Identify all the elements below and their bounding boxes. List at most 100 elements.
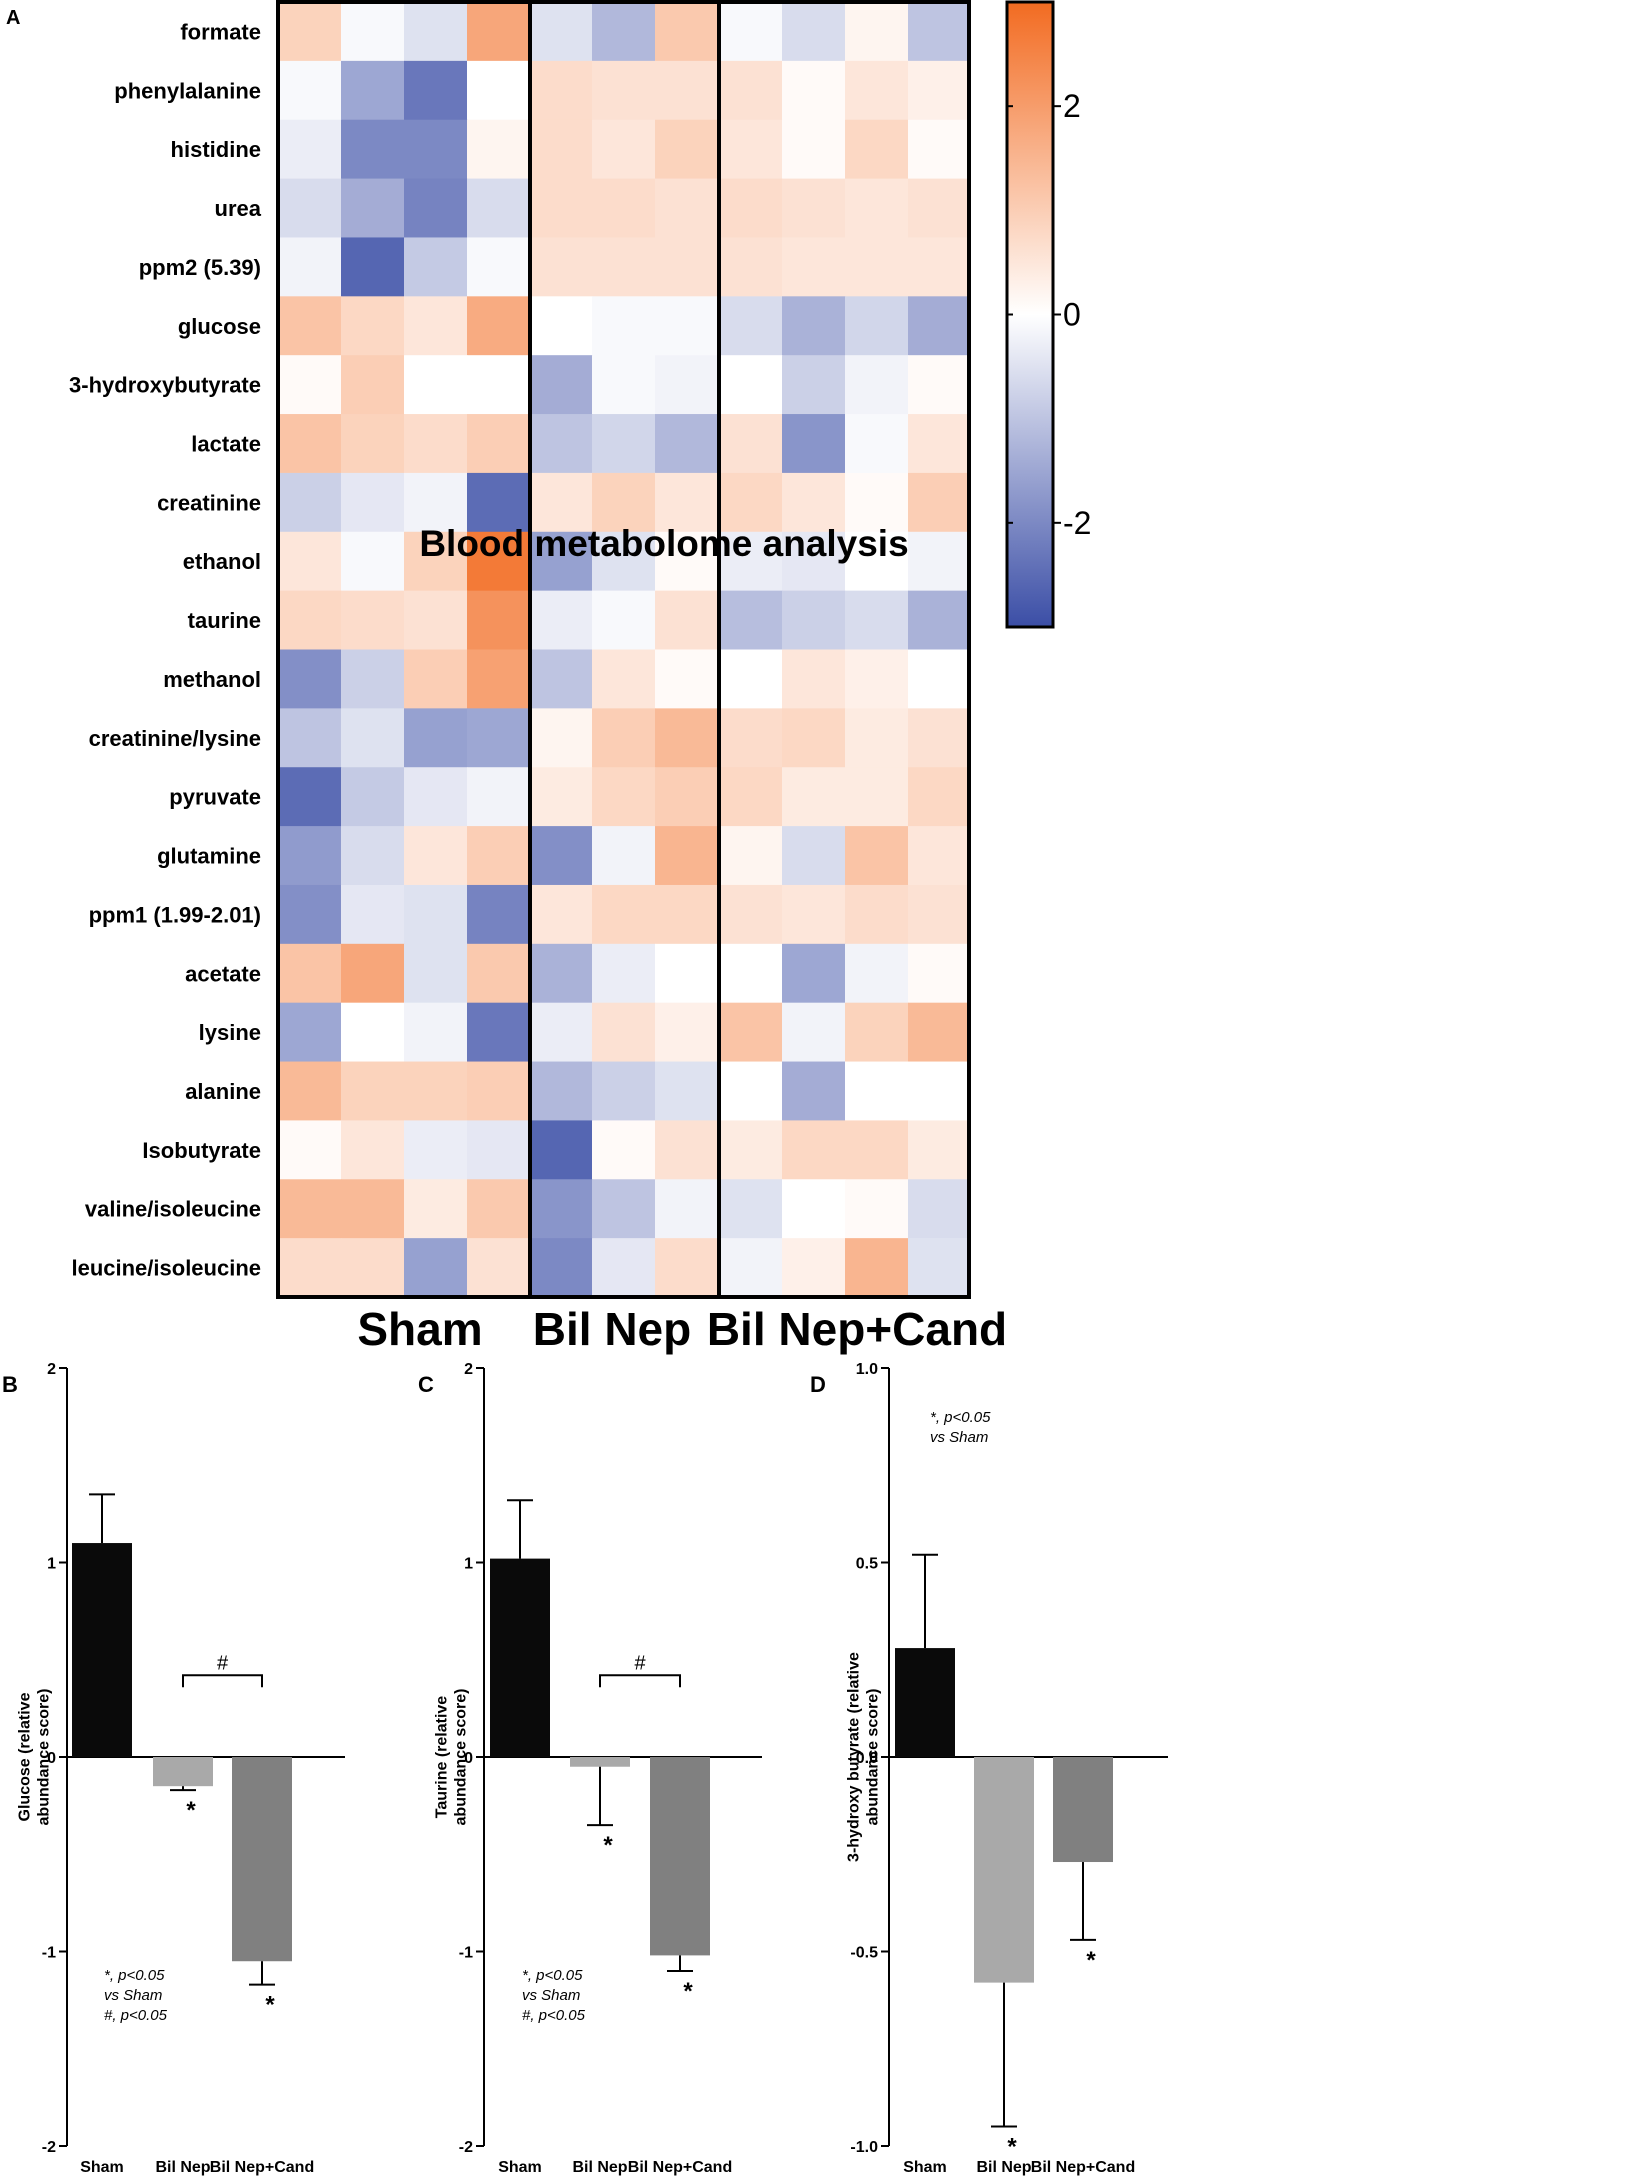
bar-chart-panel: B 2 1 0 -1 -2 Glucose (relative abundance score… (2, 1361, 345, 2176)
heatmap-cell (908, 1061, 970, 1121)
heatmap-cell (592, 1179, 656, 1239)
heatmap-cell (655, 1002, 720, 1063)
heatmap-cell (782, 767, 846, 827)
heatmap-cell (592, 119, 656, 180)
heatmap-row-label: glutamine (157, 844, 261, 869)
heatmap-cell (467, 1238, 531, 1298)
heatmap-row-label: lactate (191, 431, 261, 456)
heatmap-cell (530, 414, 593, 474)
heatmap-cell (908, 237, 970, 297)
heatmap-cell (845, 1120, 909, 1180)
bar-chart-panel: D 1.0 0.5 0.0 -0.5 -1.0 3-hydroxy butyrate (re… (810, 1361, 1168, 2176)
heatmap-cell (530, 1238, 593, 1298)
heatmap-cell (467, 1061, 531, 1121)
heatmap-cell (592, 1120, 656, 1180)
heatmap-cell (341, 531, 405, 592)
heatmap-cell (278, 472, 342, 533)
heatmap-cell (404, 767, 468, 827)
heatmap-cell (782, 1061, 846, 1121)
heatmap-cell (530, 60, 593, 121)
heatmap-cell (845, 296, 909, 356)
heatmap-cell (719, 884, 783, 945)
y-tick-label: 0 (47, 1750, 56, 1767)
heatmap-cell (782, 60, 846, 121)
heatmap-row-label: acetate (185, 961, 261, 986)
y-axis-label-line1: Taurine (relative (433, 1696, 450, 1819)
heatmap-cell (782, 1002, 846, 1063)
heatmap-cell (467, 296, 531, 356)
heatmap-cell (908, 2, 970, 62)
heatmap-cell (404, 826, 468, 886)
panel-label-a: A (6, 7, 20, 29)
heatmap-cell (341, 767, 405, 827)
heatmap-cell (719, 178, 783, 238)
y-axis-label-line1: 3-hydroxy butyrate (relative (845, 1652, 862, 1862)
heatmap-cell (404, 296, 468, 356)
heatmap-cell (278, 767, 342, 827)
heatmap-cell (719, 1061, 783, 1121)
y-tick-label: 0.0 (856, 1750, 878, 1767)
heatmap-cell (278, 178, 342, 238)
heatmap-cells (278, 2, 970, 1298)
heatmap-cell (655, 767, 720, 827)
heatmap-cell (341, 2, 405, 62)
heatmap-cell (530, 1002, 593, 1063)
heatmap-cell (845, 414, 909, 474)
heatmap-row-label: ppm2 (5.39) (139, 255, 261, 280)
x-tick-label: Bil Nep+Cand (1031, 2159, 1135, 2176)
heatmap-cell (467, 826, 531, 886)
heatmap-cell (655, 590, 720, 650)
heatmap-cell (530, 1120, 593, 1180)
heatmap-cell (278, 531, 342, 592)
stat-annotation: *, p<0.05 (930, 1409, 991, 1426)
heatmap-cell (782, 355, 846, 415)
heatmap-cell (908, 472, 970, 533)
heatmap-cell (467, 708, 531, 768)
heatmap-cell (530, 119, 593, 180)
y-tick-label: -1.0 (850, 2139, 878, 2156)
bar-chart-panel: C 2 1 0 -1 -2 Taurine (relative abundance score… (418, 1361, 762, 2176)
heatmap-cell (467, 1179, 531, 1239)
heatmap-cell (467, 414, 531, 474)
comparison-bracket (182, 1674, 263, 1688)
heatmap-cell (404, 2, 468, 62)
heatmap-cell (404, 414, 468, 474)
heatmap-cell (782, 1238, 846, 1298)
heatmap-cell (341, 119, 405, 180)
heatmap-cell (592, 178, 656, 238)
heatmap-cell (404, 1061, 468, 1121)
significance-mark: * (603, 1832, 613, 1859)
heatmap-cell (719, 1179, 783, 1239)
bar (1053, 1757, 1113, 1863)
significance-mark: * (683, 1978, 693, 2005)
heatmap-cell (592, 708, 656, 768)
heatmap-cell (782, 296, 846, 356)
heatmap-cell (908, 178, 970, 238)
heatmap-cell (278, 414, 342, 474)
panel-label: D (810, 1372, 826, 1397)
heatmap-cell (404, 60, 468, 121)
heatmap-cell (592, 649, 656, 709)
heatmap-cell (719, 767, 783, 827)
heatmap-cell (530, 884, 593, 945)
significance-mark: * (1007, 2134, 1017, 2161)
heatmap-cell (845, 708, 909, 768)
heatmap-cell (278, 884, 342, 945)
heatmap-cell (278, 1179, 342, 1239)
heatmap-cell (782, 1179, 846, 1239)
heatmap-cell (719, 60, 783, 121)
heatmap-row-label: alanine (185, 1079, 261, 1104)
colorbar (1005, 0, 1055, 629)
heatmap-cell (908, 1120, 970, 1180)
heatmap-cell (719, 649, 783, 709)
heatmap-cell (655, 237, 720, 297)
y-axis-label-line2: abundance score) (865, 1689, 882, 1826)
heatmap-cell (908, 649, 970, 709)
heatmap-cell (530, 590, 593, 650)
y-tick-label: -2 (42, 2139, 56, 2156)
bar (490, 1558, 550, 1757)
heatmap-cell (592, 531, 656, 592)
heatmap-cell (404, 178, 468, 238)
heatmap-cell (341, 237, 405, 297)
